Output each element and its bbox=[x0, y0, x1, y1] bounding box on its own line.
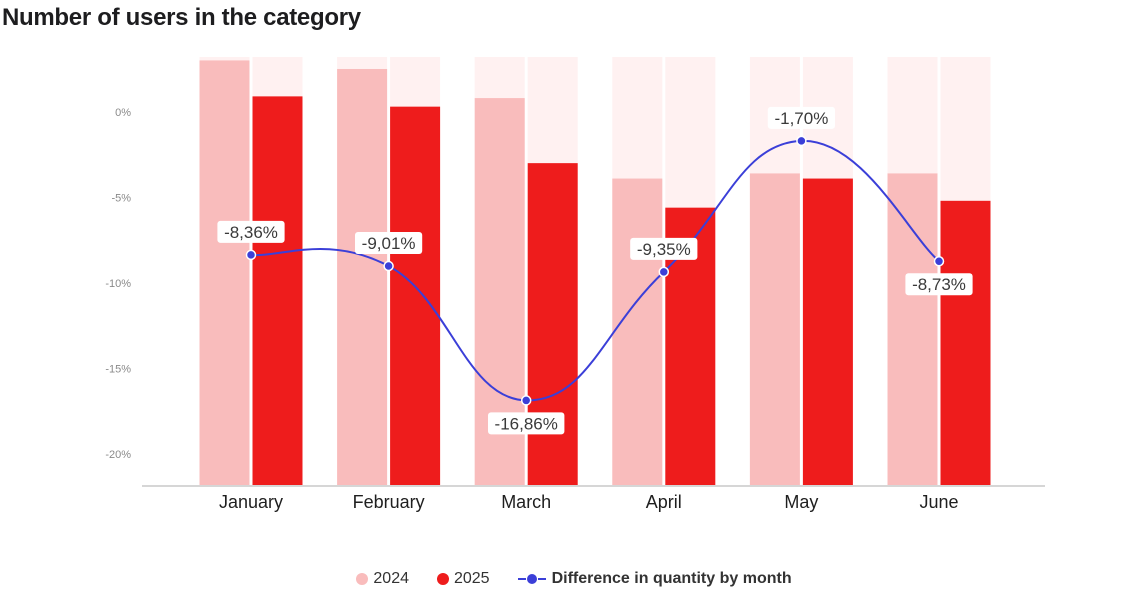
x-tick-label: February bbox=[353, 492, 425, 512]
data-label-box bbox=[355, 232, 423, 255]
x-tick-label: March bbox=[501, 492, 551, 512]
legend-line-icon bbox=[517, 573, 546, 585]
data-label-may: -1,70% bbox=[767, 106, 835, 129]
x-tick-label: May bbox=[784, 492, 818, 512]
data-label-january: -8,36% bbox=[217, 220, 285, 243]
bar-2025-february bbox=[390, 106, 441, 485]
bar-2025-may bbox=[802, 178, 853, 485]
data-labels: -8,36% -9,01% -16,86% -9,35% -1,70% -8,73% bbox=[217, 106, 973, 435]
bar-2024-may bbox=[749, 173, 800, 485]
legend-label-difference: Difference in quantity by month bbox=[551, 570, 792, 587]
difference-points bbox=[245, 135, 945, 406]
legend-label-2024: 2024 bbox=[373, 570, 409, 587]
legend-item-2024[interactable]: 2024 bbox=[356, 570, 409, 588]
data-label-box bbox=[217, 220, 285, 243]
y-tick-label: -5% bbox=[111, 192, 131, 204]
x-tick-label: April bbox=[646, 492, 682, 512]
data-label-text: -1,70% bbox=[774, 109, 828, 128]
data-label-text: -9,35% bbox=[637, 240, 691, 259]
data-label-text: -8,36% bbox=[224, 223, 278, 242]
y-tick-label: -20% bbox=[105, 449, 131, 461]
difference-point-april bbox=[658, 266, 670, 278]
data-label-box bbox=[488, 412, 565, 435]
data-label-text: -9,01% bbox=[362, 234, 416, 253]
data-label-text: -16,86% bbox=[495, 414, 558, 433]
bar-2025-march bbox=[527, 163, 578, 486]
bars-layer bbox=[199, 57, 991, 486]
x-axis-ticks: January February March April May June bbox=[219, 492, 959, 512]
difference-point-february bbox=[383, 260, 394, 272]
bar-2025-january bbox=[252, 96, 303, 485]
data-label-box bbox=[767, 106, 835, 129]
data-label-text: -8,73% bbox=[912, 275, 966, 294]
bar-2024-february bbox=[337, 68, 388, 485]
x-tick-label: January bbox=[219, 492, 283, 512]
data-label-box bbox=[905, 273, 973, 296]
bar-2025-june bbox=[940, 200, 991, 486]
data-label-june: -8,73% bbox=[905, 273, 973, 296]
difference-point-march bbox=[520, 395, 532, 406]
chart-title: Number of users in the category bbox=[2, 4, 361, 31]
bar-2024-april bbox=[612, 178, 663, 485]
y-tick-label: -15% bbox=[105, 364, 131, 376]
data-label-april: -9,35% bbox=[630, 237, 698, 260]
legend-swatch-2025 bbox=[436, 573, 449, 585]
y-tick-label: -10% bbox=[105, 278, 131, 290]
difference-point-june bbox=[933, 255, 945, 267]
legend-label-2025: 2025 bbox=[453, 570, 490, 587]
bar-2024-january bbox=[199, 60, 250, 485]
legend-item-difference[interactable]: Difference in quantity by month bbox=[517, 570, 792, 588]
difference-point-may bbox=[796, 135, 807, 147]
bar-2024-june bbox=[887, 173, 938, 485]
data-label-box bbox=[630, 237, 698, 260]
data-label-february: -9,01% bbox=[355, 232, 423, 255]
data-label-march: -16,86% bbox=[488, 412, 565, 435]
legend-item-2025[interactable]: 2025 bbox=[436, 570, 490, 588]
y-axis-ticks: 0% -5% -10% -15% -20% bbox=[105, 107, 131, 461]
x-tick-label: June bbox=[919, 492, 958, 512]
legend-swatch-2024 bbox=[356, 573, 369, 585]
legend: 2024 2025 Difference in quantity by mont… bbox=[0, 570, 1148, 588]
y-tick-label: 0% bbox=[115, 107, 131, 119]
difference-point-january bbox=[245, 249, 257, 261]
